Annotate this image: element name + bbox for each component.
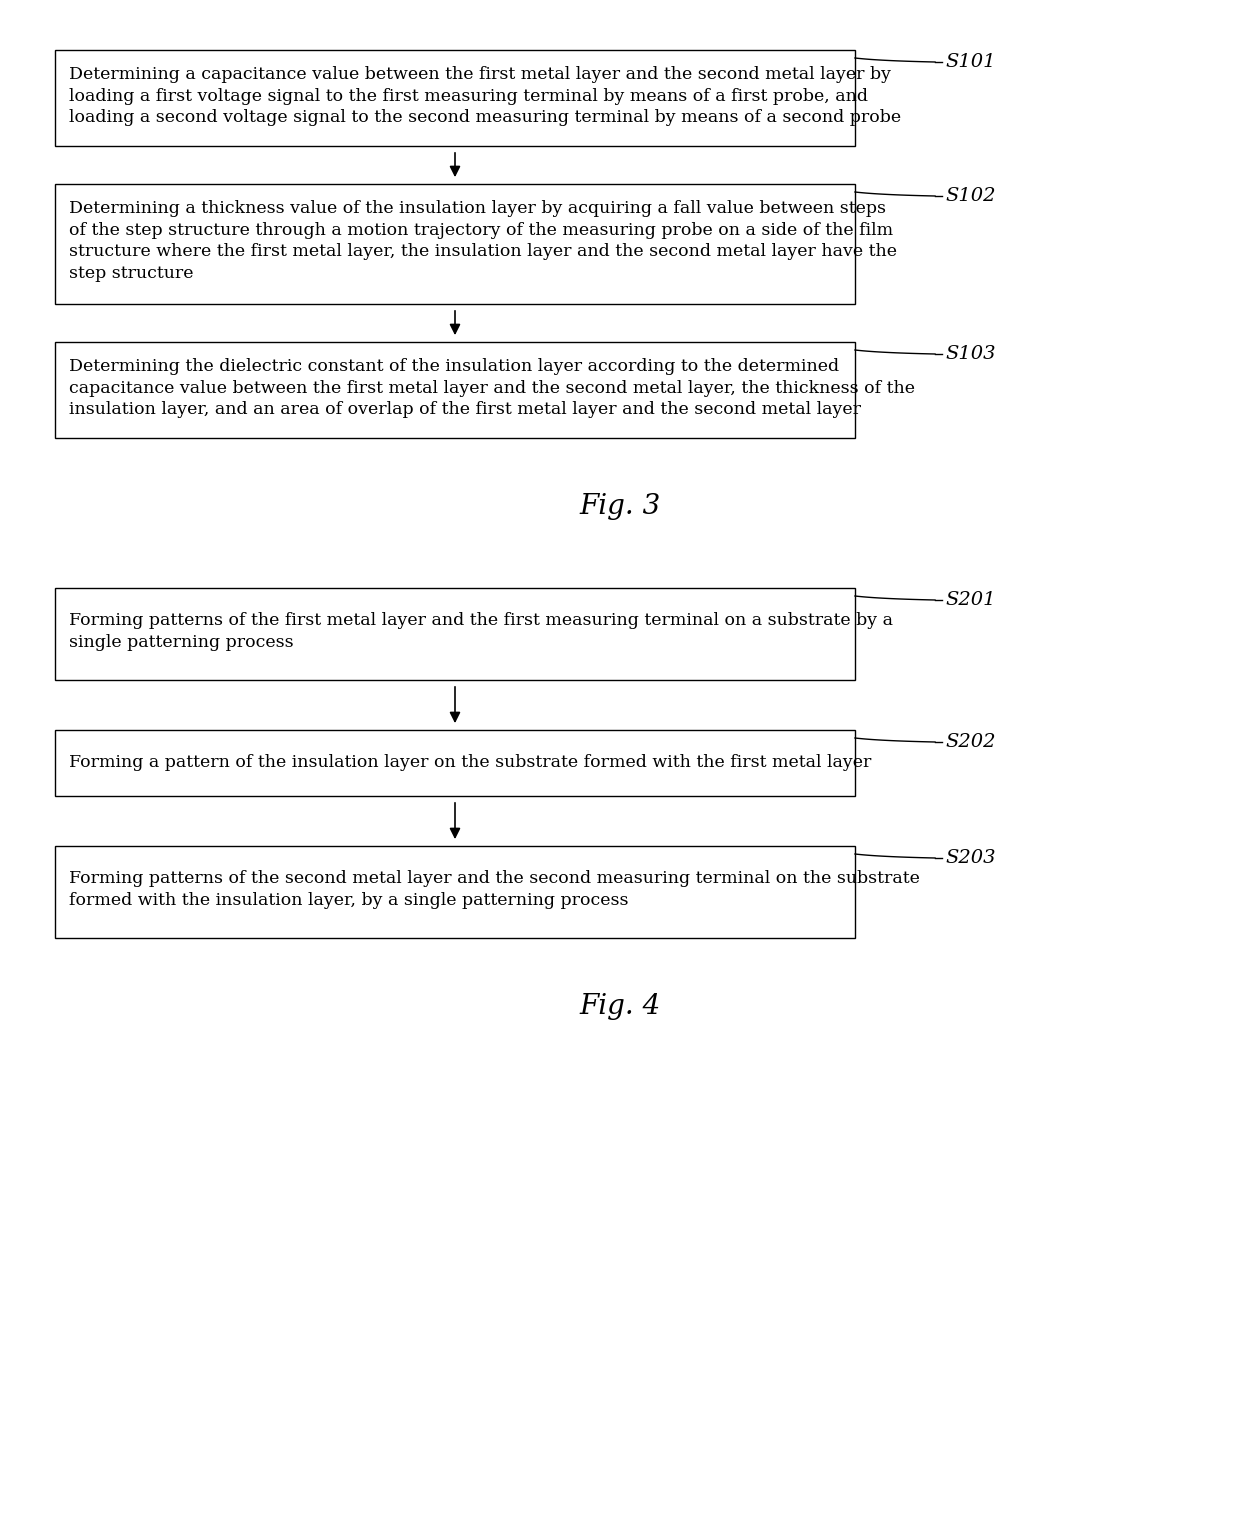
Bar (55, 846, 856, 938)
Bar (55, 185, 856, 304)
Text: S102: S102 (945, 188, 996, 204)
Text: Determining a thickness value of the insulation layer by acquiring a fall value : Determining a thickness value of the ins… (69, 200, 897, 281)
Text: S203: S203 (945, 849, 996, 867)
Text: Fig. 3: Fig. 3 (579, 493, 661, 520)
Bar (55, 342, 856, 437)
Bar (55, 50, 856, 145)
Text: S103: S103 (945, 345, 996, 363)
Bar (55, 729, 856, 796)
Text: Fig. 4: Fig. 4 (579, 993, 661, 1020)
Text: S201: S201 (945, 592, 996, 610)
Text: Determining a capacitance value between the first metal layer and the second met: Determining a capacitance value between … (69, 67, 901, 126)
Bar (55, 589, 856, 679)
Text: Forming patterns of the first metal layer and the first measuring terminal on a : Forming patterns of the first metal laye… (69, 611, 893, 651)
Text: Determining the dielectric constant of the insulation layer according to the det: Determining the dielectric constant of t… (69, 359, 915, 418)
Text: S101: S101 (945, 53, 996, 71)
Text: S202: S202 (945, 732, 996, 750)
Text: Forming patterns of the second metal layer and the second measuring terminal on : Forming patterns of the second metal lay… (69, 870, 920, 908)
Text: Forming a pattern of the insulation layer on the substrate formed with the first: Forming a pattern of the insulation laye… (69, 753, 872, 772)
